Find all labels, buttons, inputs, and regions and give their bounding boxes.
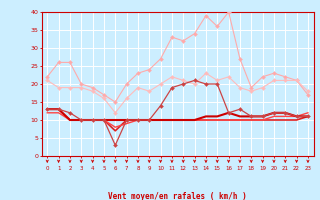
Text: Vent moyen/en rafales ( km/h ): Vent moyen/en rafales ( km/h ) xyxy=(108,192,247,200)
